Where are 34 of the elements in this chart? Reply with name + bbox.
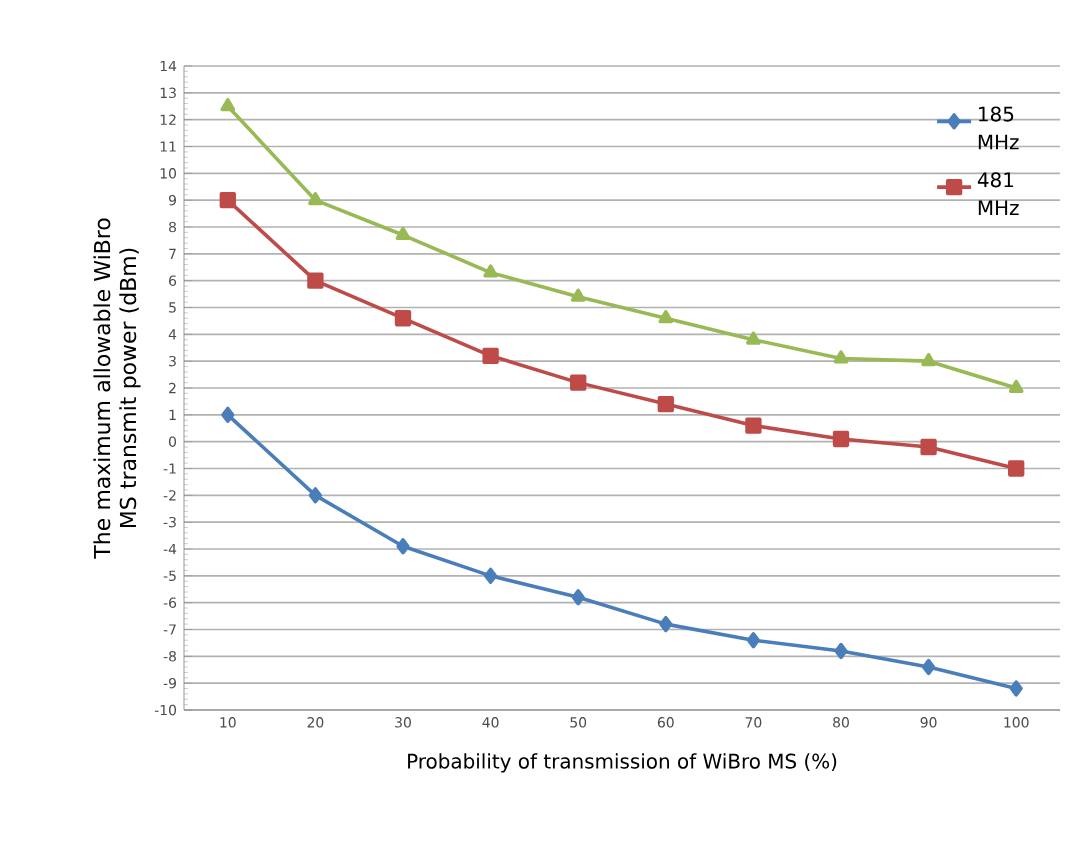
point (394, 310, 412, 327)
point (570, 288, 586, 302)
point (1008, 379, 1024, 393)
legend-label: 185 MHz (978, 106, 1019, 150)
point (921, 352, 936, 367)
point (746, 331, 761, 345)
x-axis-title: Probability of transmission of WiBro MS (%) (408, 753, 837, 773)
point (570, 374, 587, 391)
point (746, 632, 760, 649)
point (571, 589, 585, 606)
point (658, 310, 674, 324)
point (308, 487, 322, 504)
point (920, 438, 937, 456)
point (1009, 680, 1023, 697)
point (219, 191, 236, 209)
y-axis-title: The maximum allowable WiBro MS transmit power (dBm) (93, 218, 141, 559)
point (834, 642, 848, 660)
point (745, 417, 762, 434)
point (1008, 460, 1025, 477)
point (832, 430, 850, 448)
point (221, 406, 235, 423)
point (482, 347, 499, 364)
point (657, 395, 674, 413)
point (833, 350, 849, 364)
point (922, 658, 936, 676)
legend-label: 481 MHz (977, 172, 1019, 215)
point (307, 272, 324, 289)
point (220, 98, 236, 112)
point (395, 226, 411, 241)
point (308, 191, 323, 206)
point (484, 567, 498, 584)
point (659, 615, 673, 633)
point (483, 264, 498, 278)
point (396, 538, 410, 555)
